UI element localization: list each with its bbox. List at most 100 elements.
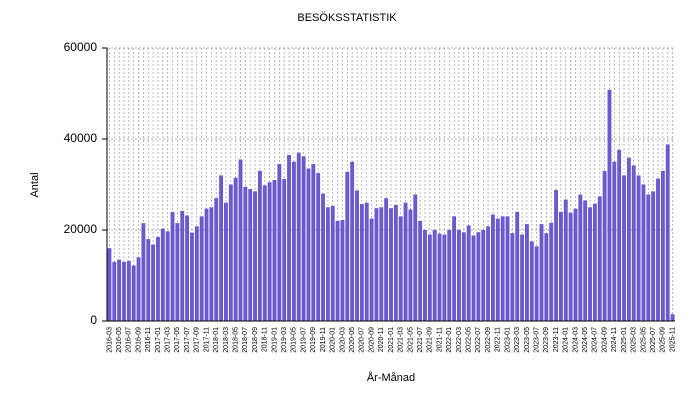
x-tick-label: 2017-03 — [165, 327, 172, 353]
bar — [165, 231, 170, 321]
bar — [267, 182, 272, 321]
x-tick-label: 2020-11 — [378, 327, 385, 352]
bar — [126, 260, 131, 321]
bar — [583, 200, 588, 321]
bar — [355, 190, 359, 321]
x-tick-label: 2018-11 — [262, 327, 269, 352]
bar — [491, 214, 495, 321]
bar — [190, 232, 194, 321]
x-tick-label: 2019-11 — [320, 327, 327, 352]
bar — [500, 216, 505, 321]
bar — [228, 184, 233, 321]
x-tick-label: 2022-09 — [485, 327, 492, 353]
x-tick-label: 2016-11 — [145, 327, 152, 352]
bar — [180, 210, 185, 321]
bar — [122, 261, 126, 321]
x-axis-label: År-Månad — [367, 371, 415, 384]
bar — [325, 207, 330, 321]
bar — [253, 191, 258, 321]
x-tick-label: 2018-09 — [252, 327, 259, 353]
x-tick-label: 2023-11 — [553, 327, 560, 352]
bar — [107, 248, 112, 321]
bar — [466, 225, 471, 321]
bar — [369, 218, 374, 321]
bar — [461, 232, 466, 321]
bar — [631, 165, 636, 321]
bar — [311, 164, 316, 321]
bar — [452, 216, 457, 321]
bar — [670, 314, 675, 321]
bar — [573, 208, 578, 321]
bar — [427, 234, 432, 321]
y-tick-label: 60000 — [64, 40, 98, 54]
bar — [209, 207, 214, 321]
x-tick-label: 2021-11 — [436, 327, 443, 352]
bar — [626, 157, 631, 321]
bar — [112, 261, 117, 321]
bar — [403, 202, 408, 321]
bar — [408, 209, 413, 321]
x-tick-label: 2022-11 — [495, 327, 502, 352]
bar — [282, 179, 287, 321]
bar — [558, 211, 563, 321]
x-tick-label: 2016-03 — [106, 327, 113, 353]
bar — [563, 199, 568, 321]
x-tick-label: 2024-03 — [572, 327, 579, 353]
bar — [413, 194, 418, 321]
bar — [214, 198, 219, 321]
x-tick-label: 2022-05 — [466, 327, 473, 353]
x-tick-label: 2017-01 — [155, 327, 162, 353]
bar — [534, 246, 539, 321]
bar — [495, 218, 500, 321]
bar — [617, 149, 622, 321]
bar — [248, 189, 253, 321]
x-tick-label: 2025-01 — [621, 327, 628, 353]
y-tick-label: 0 — [90, 313, 97, 327]
bar — [486, 226, 491, 321]
chart-title: BESÖKSSTATISTIK — [297, 12, 397, 24]
bar — [651, 191, 656, 321]
bar — [243, 186, 248, 321]
x-tick-label: 2021-03 — [398, 327, 405, 353]
bar — [515, 211, 520, 321]
x-tick-label: 2016-07 — [126, 327, 133, 353]
x-tick-label: 2025-05 — [640, 327, 647, 353]
bar — [185, 215, 190, 321]
bar — [612, 161, 617, 321]
x-tick-label: 2019-05 — [291, 327, 298, 353]
bar — [335, 220, 340, 321]
bar — [238, 159, 243, 321]
x-tick-label: 2024-07 — [592, 327, 599, 353]
bar — [529, 241, 534, 321]
bar — [117, 259, 122, 321]
bar — [321, 193, 325, 321]
bar — [588, 207, 592, 321]
bar — [277, 164, 282, 321]
bar — [568, 212, 573, 321]
bar — [287, 154, 291, 321]
bar — [374, 208, 379, 321]
bar — [379, 207, 384, 321]
x-tick-label: 2023-01 — [504, 327, 511, 353]
x-tick-label: 2023-05 — [524, 327, 531, 353]
bar — [272, 179, 277, 321]
bar — [398, 216, 403, 321]
bar — [350, 161, 355, 321]
bar — [301, 156, 306, 321]
bar — [578, 194, 583, 321]
bar — [476, 232, 481, 321]
x-tick-label: 2022-03 — [456, 327, 463, 353]
bar — [520, 234, 525, 321]
x-tick-label: 2018-05 — [232, 327, 239, 353]
bar — [646, 194, 651, 321]
x-tick-label: 2021-09 — [427, 327, 434, 353]
bar — [660, 170, 665, 321]
x-tick-label: 2016-05 — [116, 327, 123, 353]
bar — [257, 170, 262, 321]
bar — [389, 208, 393, 321]
bar — [219, 175, 224, 321]
bar — [306, 168, 311, 321]
x-tick-label: 2023-03 — [514, 327, 521, 353]
x-tick-label: 2020-03 — [339, 327, 346, 353]
